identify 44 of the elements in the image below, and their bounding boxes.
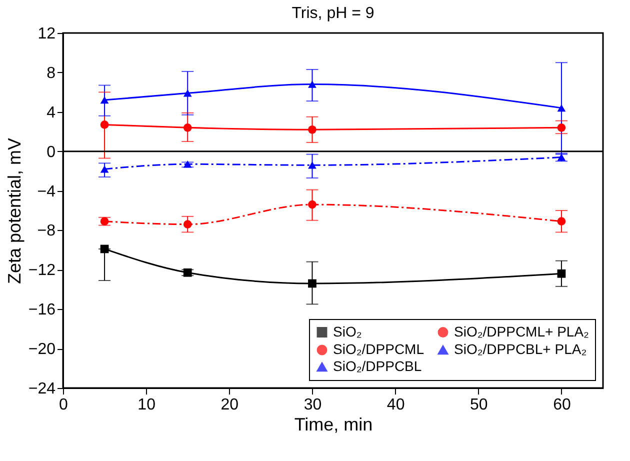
point <box>183 220 192 228</box>
x-axis-title: Time, min <box>294 414 373 434</box>
point <box>100 96 109 104</box>
legend-label: SiO₂/DPPCBL+ PLA₂ <box>454 341 587 357</box>
point <box>183 90 192 97</box>
point <box>557 269 566 278</box>
point <box>557 123 566 132</box>
y-tick-label: 0 <box>46 144 56 161</box>
point <box>100 217 109 226</box>
y-tick-label: −20 <box>28 341 56 358</box>
point <box>308 125 316 134</box>
point <box>308 279 316 288</box>
chart-title: Tris, pH = 9 <box>292 5 374 22</box>
y-tick-label: −12 <box>28 262 56 280</box>
legend-label: SiO₂/DPPCBL <box>333 358 422 374</box>
point <box>308 80 316 88</box>
y-tick-label: 4 <box>46 104 56 122</box>
x-tick-label: 60 <box>553 396 571 414</box>
legend-label: SiO₂/DPPCML <box>333 341 424 357</box>
y-tick-label: 12 <box>38 26 56 42</box>
legend-label: SiO₂/DPPCML+ PLA₂ <box>454 323 589 340</box>
point <box>183 123 192 132</box>
x-tick-label: 30 <box>304 396 322 414</box>
point <box>100 165 109 173</box>
x-tick-label: 10 <box>138 396 156 414</box>
y-tick-label: −4 <box>37 183 56 200</box>
point <box>183 268 192 277</box>
point <box>557 104 566 112</box>
y-tick-label: −16 <box>28 302 56 319</box>
point <box>308 200 316 209</box>
x-tick-label: 0 <box>59 396 68 414</box>
y-tick-label: −24 <box>28 380 56 398</box>
point <box>308 162 316 169</box>
point <box>183 160 192 168</box>
x-tick-label: 20 <box>220 396 239 414</box>
legend-label: SiO₂ <box>333 323 362 340</box>
x-tick-label: 40 <box>386 396 405 414</box>
x-tick-label: 50 <box>470 396 488 414</box>
y-tick-label: 8 <box>46 64 56 82</box>
point <box>557 217 566 226</box>
point <box>100 120 109 129</box>
y-tick-label: −8 <box>37 222 56 240</box>
point <box>100 244 109 254</box>
y-axis-title: Zeta potential, mV <box>4 138 24 284</box>
